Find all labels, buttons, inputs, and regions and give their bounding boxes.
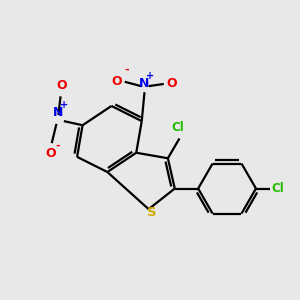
Text: O: O xyxy=(167,77,177,90)
Text: O: O xyxy=(45,147,56,160)
Text: S: S xyxy=(147,206,156,219)
Text: Cl: Cl xyxy=(272,182,284,195)
Text: +: + xyxy=(60,100,68,110)
Text: -: - xyxy=(56,140,60,150)
Text: N: N xyxy=(139,77,150,90)
Text: Cl: Cl xyxy=(172,121,184,134)
Text: O: O xyxy=(111,75,122,88)
Text: N: N xyxy=(52,106,63,119)
Text: +: + xyxy=(146,71,154,81)
Text: -: - xyxy=(124,65,129,75)
Text: O: O xyxy=(57,79,67,92)
